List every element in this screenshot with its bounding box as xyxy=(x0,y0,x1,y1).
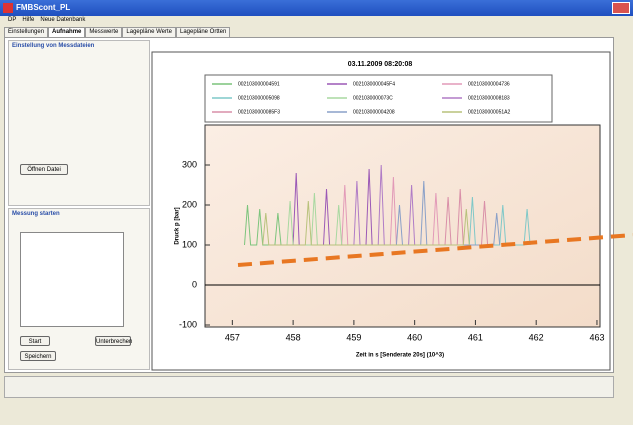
legend-label: 0021030000045F4 xyxy=(353,81,395,87)
x-tick-label: 462 xyxy=(529,332,544,342)
plot-area xyxy=(204,124,601,328)
x-tick-label: 459 xyxy=(346,332,361,342)
close-button[interactable] xyxy=(612,2,630,14)
series-line xyxy=(286,192,343,246)
tab[interactable]: Lagepläne Ortten xyxy=(175,27,231,37)
series-line xyxy=(292,168,373,246)
x-tick-label: 460 xyxy=(407,332,422,342)
x-tick-label: 463 xyxy=(589,332,604,342)
y-axis-title: Druck p [bar] xyxy=(175,207,181,244)
x-tick-label: 461 xyxy=(468,332,483,342)
x-tick-label: 458 xyxy=(286,332,301,342)
open-button[interactable]: Öffnen Datei xyxy=(20,164,68,175)
y-tick-label: 100 xyxy=(182,239,197,249)
y-tick-label: -100 xyxy=(179,319,197,329)
legend-label: 0021030000085F3 xyxy=(238,109,280,115)
legend-label: 002103000005098 xyxy=(238,95,280,101)
annotation-arrow xyxy=(237,233,633,267)
y-tick-label: 200 xyxy=(182,199,197,209)
tab[interactable]: Einstellungen xyxy=(4,27,49,37)
series-line xyxy=(353,164,416,246)
menu-item[interactable]: Hilfe xyxy=(22,17,35,23)
save-button[interactable]: Speichern xyxy=(20,351,56,361)
legend-label: 002103000004736 xyxy=(468,81,510,87)
chart-title: 03.11.2009 08:20:08 xyxy=(348,61,413,68)
legend-label: 002103000004591 xyxy=(238,81,280,87)
tab-bar: Einstellungen Aufnahme Messwerte Lageplä… xyxy=(4,27,231,37)
legend-label: 0021030000051A2 xyxy=(468,109,510,115)
window-title: FMBScont_PL xyxy=(0,0,633,16)
y-tick-label: 300 xyxy=(182,159,197,169)
x-axis-title: Zeit in s [Senderate 20s] (10^3) xyxy=(356,353,444,359)
tab[interactable]: Lagepläne Werte xyxy=(122,27,176,37)
stop-button[interactable]: Unterbrechen xyxy=(95,336,132,346)
tab[interactable]: Aufnahme xyxy=(48,27,86,37)
legend xyxy=(204,74,553,123)
legend-label: 002103000004208 xyxy=(353,109,395,115)
list-box[interactable] xyxy=(20,232,124,327)
group-title: Messung starten xyxy=(12,211,60,217)
series-line xyxy=(262,200,470,246)
series-line xyxy=(468,196,531,246)
series-line xyxy=(244,204,282,246)
start-button[interactable]: Start xyxy=(20,336,50,346)
y-tick-label: 0 xyxy=(192,279,197,289)
menu-item[interactable]: DP xyxy=(8,17,17,23)
status-panel xyxy=(4,376,614,398)
series-line xyxy=(395,180,501,246)
tab[interactable]: Messwerte xyxy=(85,27,123,37)
series-line xyxy=(444,188,489,246)
app-icon xyxy=(3,3,13,13)
x-tick-label: 457 xyxy=(225,332,240,342)
legend-label: 0021030000073C xyxy=(353,95,393,101)
series-line xyxy=(341,176,440,246)
group-title: Einstellung von Messdateien xyxy=(12,43,95,49)
menu-item[interactable]: Neue Datenbank xyxy=(40,17,86,23)
legend-label: 002103000008183 xyxy=(468,95,510,101)
menu-bar: DP Hilfe Neue Datenbank xyxy=(0,17,633,26)
file-group: Einstellung von Messdateien xyxy=(8,40,150,206)
